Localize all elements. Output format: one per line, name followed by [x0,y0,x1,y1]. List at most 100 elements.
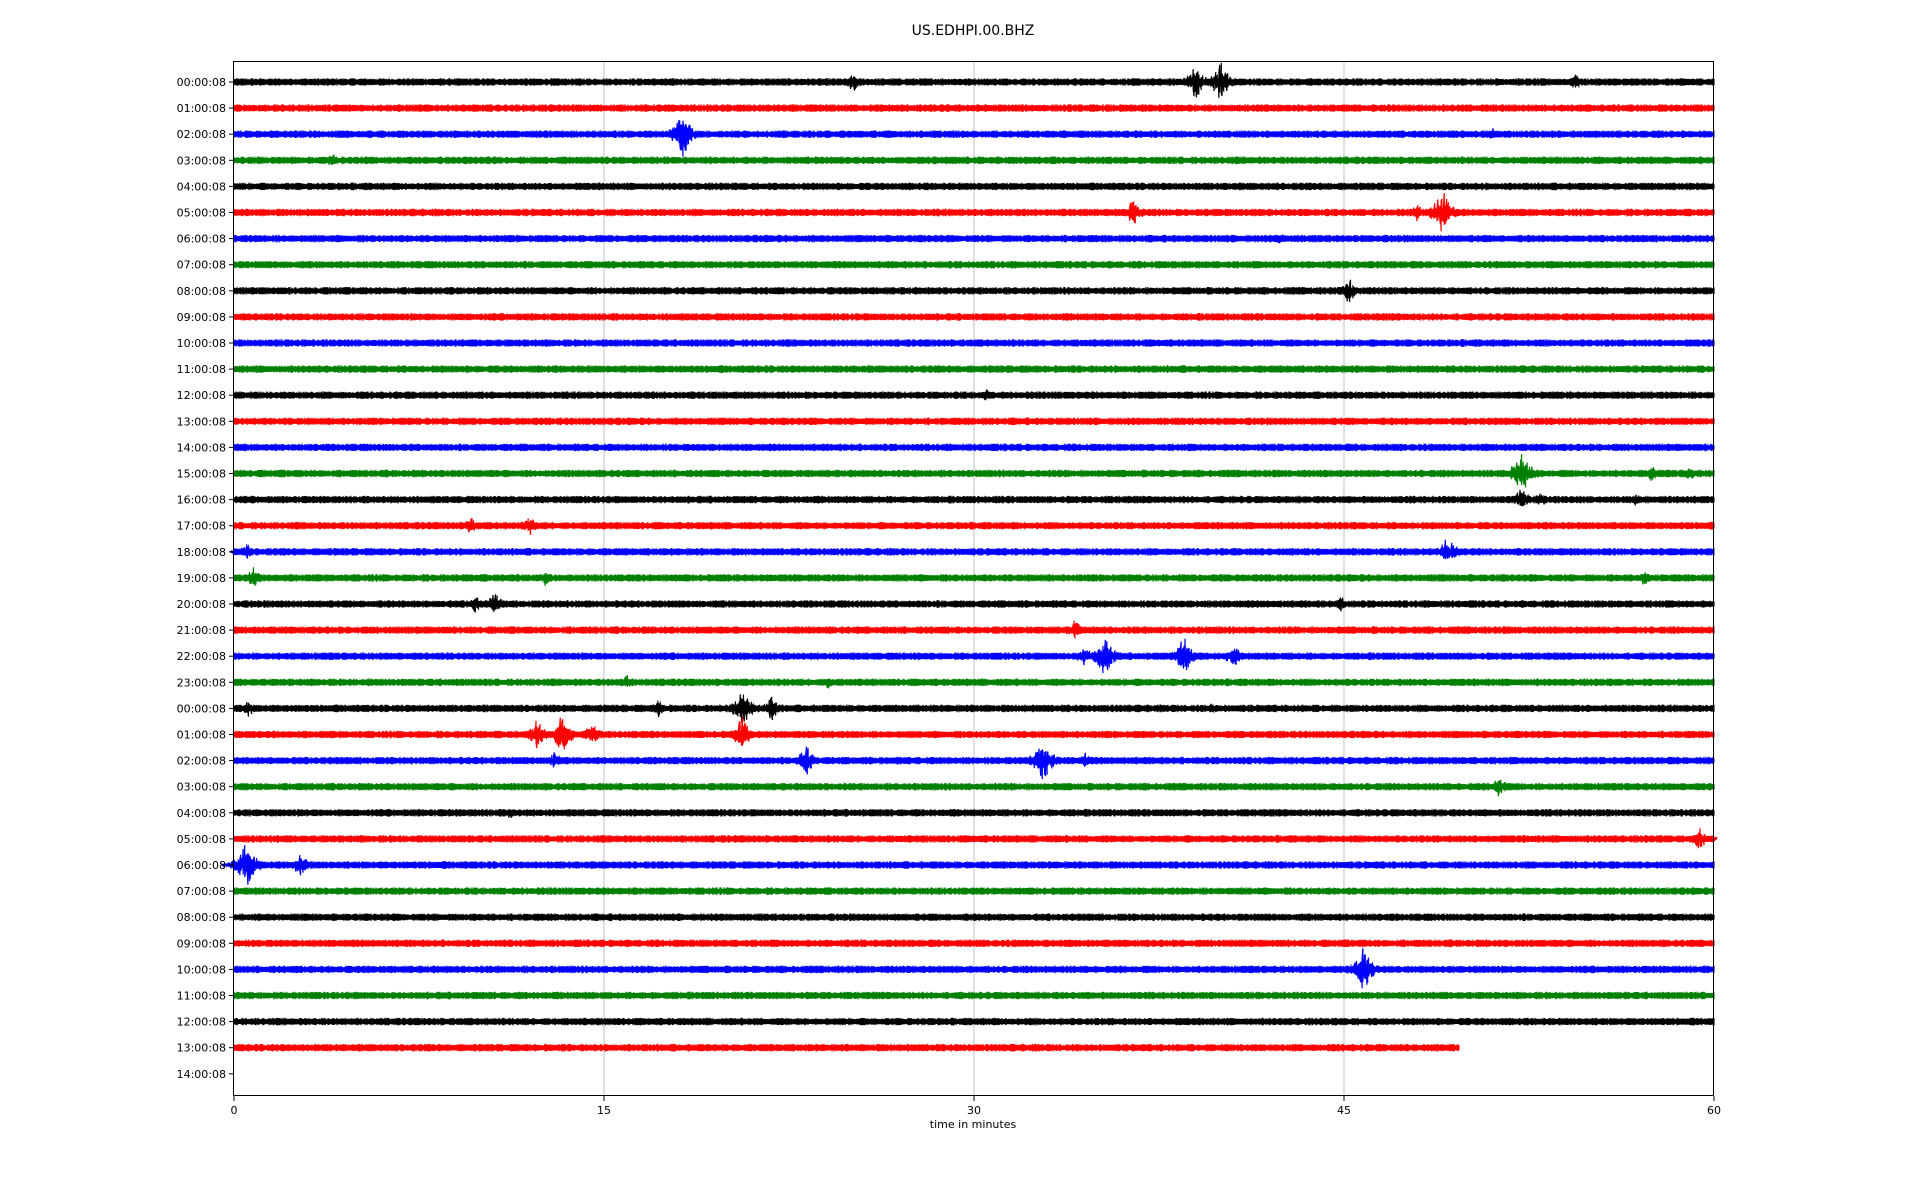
trace-row [233,808,1715,817]
trace-row [233,1043,1460,1052]
trace-row [233,861,1715,869]
trace-row [233,547,1715,556]
y-tick-label: 12:00:08 [177,1016,226,1029]
trace-row [233,443,1715,452]
y-tick-label: 09:00:08 [177,937,226,950]
trace-row [233,156,1715,165]
seismic-event [1339,948,1388,989]
y-tick-label: 02:00:08 [177,755,226,768]
y-tick-label: 06:00:08 [177,233,226,246]
seismic-event [1628,571,1661,585]
seismic-event [1160,638,1207,671]
seismic-event [221,845,271,885]
y-tick-label: 07:00:08 [177,259,226,272]
y-axis-row-labels: 00:00:08 01:00:08 02:00:08 03:00:08 04:00:08… [177,76,234,1081]
seismic-event [1680,828,1718,849]
seismic-event [1418,193,1467,232]
y-tick-label: 13:00:08 [177,415,226,428]
y-tick-label: 14:00:08 [177,1068,226,1081]
y-tick-label: 12:00:08 [177,389,226,402]
trace-row [233,782,1715,791]
seismic-event [528,572,561,586]
seismic-event [1481,779,1517,797]
trace-row [233,130,1715,139]
y-tick-label: 05:00:08 [177,833,226,846]
y-tick-label: 04:00:08 [177,807,226,820]
seismic-event [1477,128,1507,139]
trace-row [233,887,1715,895]
seismic-event [1081,639,1128,674]
trace-row [233,835,1715,843]
seismic-event [1113,201,1155,224]
y-tick-label: 03:00:08 [177,154,226,167]
seismic-event [1325,597,1357,612]
trace-row [233,730,1715,739]
trace-row [233,339,1715,347]
y-tick-label: 02:00:08 [177,128,226,141]
y-tick-label: 08:00:08 [177,911,226,924]
seismic-event [835,74,871,91]
y-tick-label: 17:00:08 [177,520,226,533]
seismic-event [232,701,265,717]
y-tick-label: 09:00:08 [177,311,226,324]
seismic-event [1214,648,1252,665]
seismic-event [610,674,642,687]
seismic-event [1068,752,1101,767]
seismic-event [1525,493,1557,505]
trace-row [233,208,1715,217]
trace-row [233,365,1715,373]
y-tick-label: 08:00:08 [177,285,226,298]
seismic-event [454,518,487,533]
seismic-event [230,544,262,559]
x-tick-label: 45 [1337,1104,1351,1117]
x-axis-label: time in minutes [930,1118,1017,1131]
y-tick-label: 01:00:08 [177,729,226,742]
seismic-event [1559,74,1592,89]
seismic-event [495,808,525,818]
trace-row [233,1017,1715,1026]
seismic-event [1636,467,1668,482]
trace-row [233,704,1715,713]
y-tick-label: 07:00:08 [177,885,226,898]
y-tick-label: 06:00:08 [177,859,226,872]
x-tick-label: 15 [597,1104,611,1117]
trace-row [233,469,1715,478]
plot-frame [233,61,1714,1096]
x-tick-label: 60 [1707,1104,1721,1117]
trace-row [233,678,1715,687]
y-tick-label: 16:00:08 [177,494,226,507]
y-tick-label: 21:00:08 [177,624,226,637]
seismic-event [316,154,349,165]
trace-row [233,756,1715,765]
y-tick-label: 10:00:08 [177,337,226,350]
y-tick-label: 14:00:08 [177,441,226,454]
seismic-event [1497,454,1546,488]
y-tick-label: 22:00:08 [177,650,226,663]
seismic-event [1427,539,1468,560]
trace-row [233,286,1715,295]
trace-row [233,104,1715,112]
trace-row [233,495,1715,504]
seismic-event [572,726,610,742]
seismic-event [720,716,764,747]
x-tick-label: 30 [967,1104,981,1117]
seismic-event [1197,62,1244,98]
y-tick-label: 13:00:08 [177,1042,226,1055]
y-tick-label: 15:00:08 [177,468,226,481]
y-tick-label: 19:00:08 [177,572,226,585]
seismic-event [1620,494,1650,506]
trace-row [233,260,1715,269]
trace-group [221,62,1718,1052]
x-axis-ticks: 0 15 30 45 60 [231,1096,1721,1117]
trace-row [233,234,1715,243]
trace-row [233,991,1715,1000]
seismic-event [1198,703,1228,714]
seismic-event [538,752,571,768]
y-tick-label: 04:00:08 [177,180,226,193]
seismic-event [1673,468,1705,479]
trace-row [233,78,1715,86]
trace-row [233,313,1715,321]
trace-row [233,913,1715,922]
y-tick-label: 11:00:08 [177,363,226,376]
